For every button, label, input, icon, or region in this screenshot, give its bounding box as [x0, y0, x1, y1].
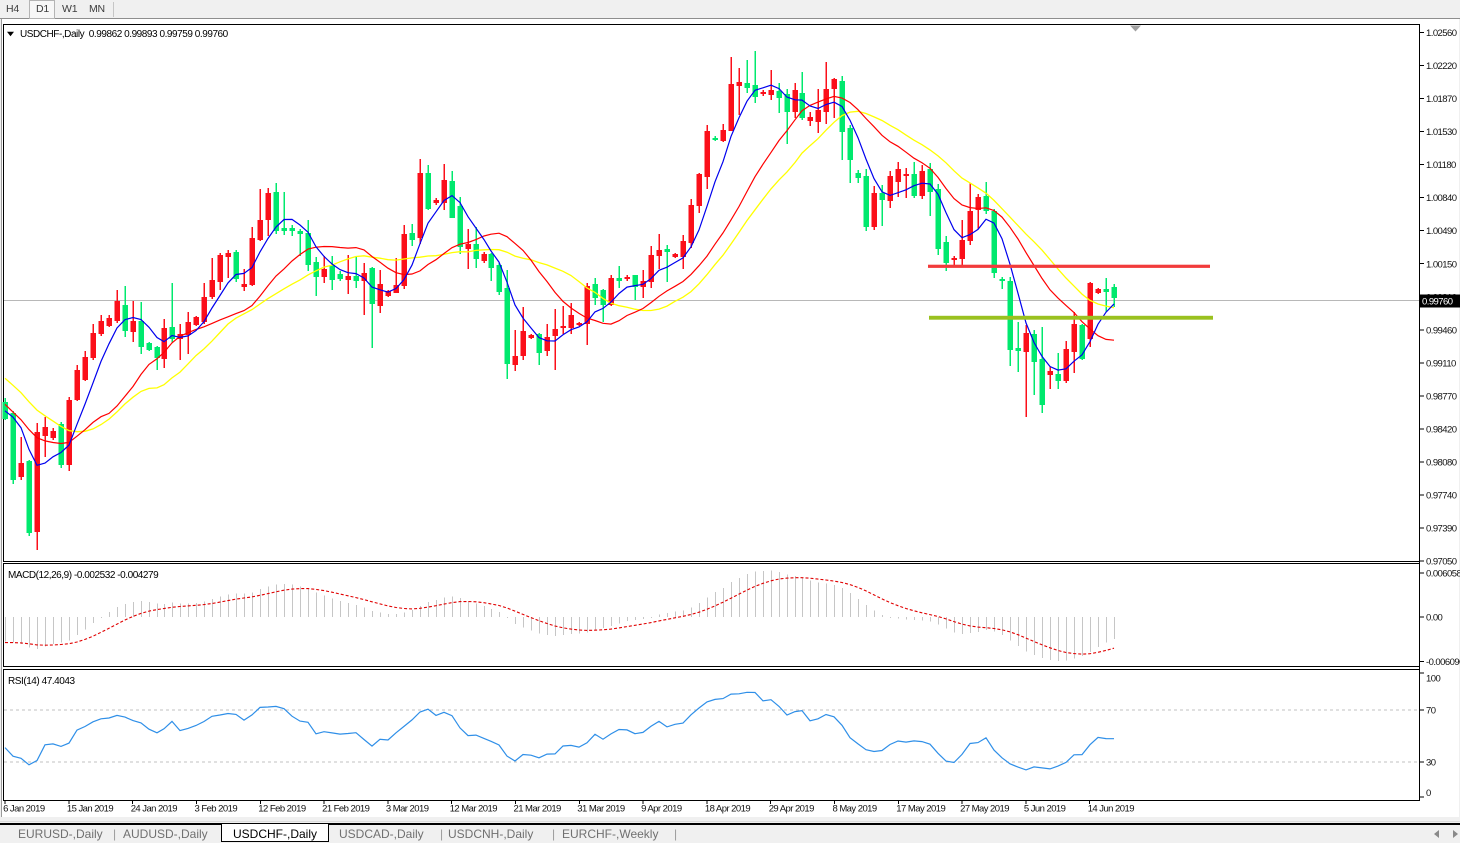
svg-text:12 Mar 2019: 12 Mar 2019	[450, 804, 498, 815]
svg-text:14 Jun 2019: 14 Jun 2019	[1088, 804, 1135, 815]
svg-text:0.97740: 0.97740	[1426, 491, 1457, 502]
svg-text:1.02220: 1.02220	[1426, 61, 1457, 72]
svg-text:1.00490: 1.00490	[1426, 226, 1457, 237]
svg-text:1.01870: 1.01870	[1426, 94, 1457, 105]
svg-text:0: 0	[1426, 788, 1431, 799]
svg-text:27 May 2019: 27 May 2019	[960, 804, 1009, 815]
svg-text:1.01530: 1.01530	[1426, 127, 1457, 138]
svg-text:21 Feb 2019: 21 Feb 2019	[322, 804, 370, 815]
svg-text:31 Mar 2019: 31 Mar 2019	[577, 804, 625, 815]
svg-text:30: 30	[1426, 758, 1436, 769]
svg-text:9 Apr 2019: 9 Apr 2019	[641, 804, 682, 815]
svg-text:0.006058: 0.006058	[1426, 568, 1460, 579]
svg-text:0.99110: 0.99110	[1426, 358, 1456, 369]
svg-text:0.97050: 0.97050	[1426, 557, 1457, 568]
svg-text:8 May 2019: 8 May 2019	[833, 804, 877, 815]
svg-text:21 Mar 2019: 21 Mar 2019	[514, 804, 562, 815]
svg-text:5 Jun 2019: 5 Jun 2019	[1024, 804, 1066, 815]
svg-text:0.98420: 0.98420	[1426, 425, 1457, 436]
svg-text:0.99760: 0.99760	[1422, 297, 1453, 308]
svg-text:100: 100	[1426, 674, 1440, 685]
svg-text:1.01180: 1.01180	[1426, 160, 1456, 171]
svg-text:18 Apr 2019: 18 Apr 2019	[705, 804, 750, 815]
svg-text:USDCHF-,Daily 0.99862 0.99893: USDCHF-,Daily 0.99862 0.99893 0.99759 0.…	[20, 29, 229, 40]
svg-text:12 Feb 2019: 12 Feb 2019	[258, 804, 306, 815]
svg-text:29 Apr 2019: 29 Apr 2019	[769, 804, 814, 815]
svg-text:15 Jan 2019: 15 Jan 2019	[67, 804, 114, 815]
svg-text:1.00840: 1.00840	[1426, 193, 1457, 204]
svg-text:6 Jan 2019: 6 Jan 2019	[3, 804, 45, 815]
svg-text:3 Mar 2019: 3 Mar 2019	[386, 804, 429, 815]
svg-text:1.02560: 1.02560	[1426, 28, 1457, 39]
svg-text:3 Feb 2019: 3 Feb 2019	[195, 804, 238, 815]
svg-text:MACD(12,26,9) -0.002532 -0.004: MACD(12,26,9) -0.002532 -0.004279	[8, 570, 159, 581]
svg-text:17 May 2019: 17 May 2019	[896, 804, 945, 815]
svg-text:0.98770: 0.98770	[1426, 391, 1457, 402]
svg-text:0.99460: 0.99460	[1426, 325, 1457, 336]
svg-text:24 Jan 2019: 24 Jan 2019	[131, 804, 178, 815]
svg-text:70: 70	[1426, 706, 1436, 717]
svg-text:-0.006090: -0.006090	[1426, 657, 1460, 668]
svg-text:1.00150: 1.00150	[1426, 259, 1457, 270]
svg-text:0.97390: 0.97390	[1426, 524, 1457, 535]
svg-text:RSI(14) 47.4043: RSI(14) 47.4043	[8, 676, 76, 687]
svg-text:0.98080: 0.98080	[1426, 458, 1457, 469]
svg-text:0.00: 0.00	[1426, 613, 1443, 624]
